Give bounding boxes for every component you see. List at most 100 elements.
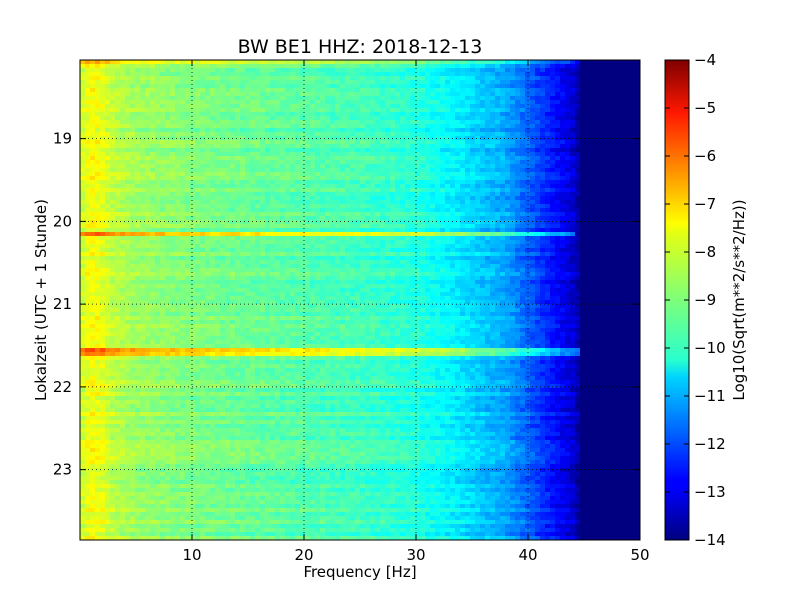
heatmap-cell bbox=[245, 152, 251, 157]
heatmap-cell bbox=[255, 188, 261, 193]
heatmap-cell bbox=[525, 172, 531, 177]
heatmap-cell bbox=[450, 228, 456, 233]
heatmap-cell bbox=[605, 228, 611, 233]
heatmap-cell bbox=[600, 172, 606, 177]
heatmap-cell bbox=[390, 168, 396, 173]
heatmap-cell bbox=[365, 192, 371, 197]
heatmap-cell bbox=[170, 196, 176, 201]
heatmap-cell bbox=[360, 156, 366, 161]
heatmap-cell bbox=[165, 92, 171, 97]
heatmap-cell bbox=[450, 80, 456, 85]
heatmap-cell bbox=[150, 148, 156, 153]
heatmap-cell bbox=[280, 164, 286, 169]
heatmap-cell bbox=[185, 220, 191, 225]
heatmap-cell bbox=[355, 68, 361, 73]
heatmap-cell bbox=[280, 80, 286, 85]
heatmap-cell bbox=[410, 120, 416, 125]
heatmap-cell bbox=[150, 228, 156, 233]
heatmap-cell bbox=[85, 108, 91, 113]
heatmap-cell bbox=[390, 124, 396, 129]
heatmap-cell bbox=[570, 220, 576, 225]
heatmap-cell bbox=[195, 148, 201, 153]
heatmap-cell bbox=[440, 136, 446, 141]
heatmap-cell bbox=[400, 236, 406, 241]
heatmap-cell bbox=[140, 224, 146, 229]
heatmap-cell bbox=[340, 124, 346, 129]
heatmap-cell bbox=[305, 120, 311, 125]
heatmap-cell bbox=[175, 220, 181, 225]
heatmap-cell bbox=[340, 156, 346, 161]
heatmap-cell bbox=[475, 116, 481, 121]
heatmap-cell bbox=[185, 196, 191, 201]
heatmap-cell bbox=[105, 88, 111, 93]
heatmap-cell bbox=[510, 84, 516, 89]
heatmap-cell bbox=[390, 140, 396, 145]
heatmap-cell bbox=[190, 152, 196, 157]
heatmap-cell bbox=[145, 180, 151, 185]
heatmap-cell bbox=[345, 140, 351, 145]
heatmap-cell bbox=[360, 108, 366, 113]
heatmap-cell bbox=[190, 204, 196, 209]
heatmap-cell bbox=[335, 140, 341, 145]
heatmap-cell bbox=[105, 216, 111, 221]
heatmap-cell bbox=[445, 68, 451, 73]
heatmap-cell bbox=[400, 128, 406, 133]
heatmap-cell bbox=[555, 188, 561, 193]
heatmap-cell bbox=[390, 68, 396, 73]
heatmap-cell bbox=[440, 112, 446, 117]
heatmap-cell bbox=[550, 184, 556, 189]
heatmap-cell bbox=[545, 140, 551, 145]
heatmap-cell bbox=[215, 136, 221, 141]
heatmap-cell bbox=[460, 88, 466, 93]
heatmap-cell bbox=[135, 152, 141, 157]
heatmap-cell bbox=[320, 144, 326, 149]
heatmap-cell bbox=[305, 156, 311, 161]
heatmap-cell bbox=[565, 180, 571, 185]
heatmap-cell bbox=[260, 132, 266, 137]
heatmap-cell bbox=[365, 180, 371, 185]
heatmap-cell bbox=[105, 80, 111, 85]
heatmap-cell bbox=[205, 104, 211, 109]
heatmap-cell bbox=[140, 188, 146, 193]
heatmap-cell bbox=[435, 132, 441, 137]
heatmap-cell bbox=[240, 72, 246, 77]
heatmap-cell bbox=[380, 92, 386, 97]
heatmap-cell bbox=[125, 140, 131, 145]
heatmap-cell bbox=[400, 208, 406, 213]
heatmap-cell bbox=[80, 232, 86, 237]
heatmap-cell bbox=[210, 236, 216, 241]
heatmap-cell bbox=[205, 156, 211, 161]
heatmap-cell bbox=[200, 196, 206, 201]
heatmap-cell bbox=[540, 208, 546, 213]
heatmap-cell bbox=[365, 68, 371, 73]
heatmap-cell bbox=[510, 192, 516, 197]
heatmap-cell bbox=[380, 108, 386, 113]
heatmap-cell bbox=[195, 208, 201, 213]
heatmap-cell bbox=[490, 148, 496, 153]
heatmap-cell bbox=[215, 184, 221, 189]
heatmap-cell bbox=[120, 160, 126, 165]
heatmap-cell bbox=[85, 128, 91, 133]
heatmap-cell bbox=[85, 140, 91, 145]
heatmap-cell bbox=[80, 200, 86, 205]
heatmap-cell bbox=[110, 72, 116, 77]
heatmap-cell bbox=[565, 172, 571, 177]
heatmap-cell bbox=[385, 192, 391, 197]
heatmap-cell bbox=[260, 228, 266, 233]
heatmap-cell bbox=[600, 124, 606, 129]
heatmap-cell bbox=[600, 108, 606, 113]
heatmap-cell bbox=[180, 200, 186, 205]
heatmap-cell bbox=[130, 148, 136, 153]
heatmap-cell bbox=[165, 212, 171, 217]
heatmap-cell bbox=[485, 80, 491, 85]
heatmap-cell bbox=[110, 112, 116, 117]
heatmap-cell bbox=[125, 120, 131, 125]
heatmap-cell bbox=[600, 88, 606, 93]
heatmap-cell bbox=[190, 128, 196, 133]
heatmap-cell bbox=[575, 160, 581, 165]
heatmap-cell bbox=[300, 112, 306, 117]
heatmap-cell bbox=[635, 100, 640, 105]
heatmap-cell bbox=[635, 60, 640, 65]
heatmap-cell bbox=[335, 184, 341, 189]
heatmap-cell bbox=[625, 172, 631, 177]
